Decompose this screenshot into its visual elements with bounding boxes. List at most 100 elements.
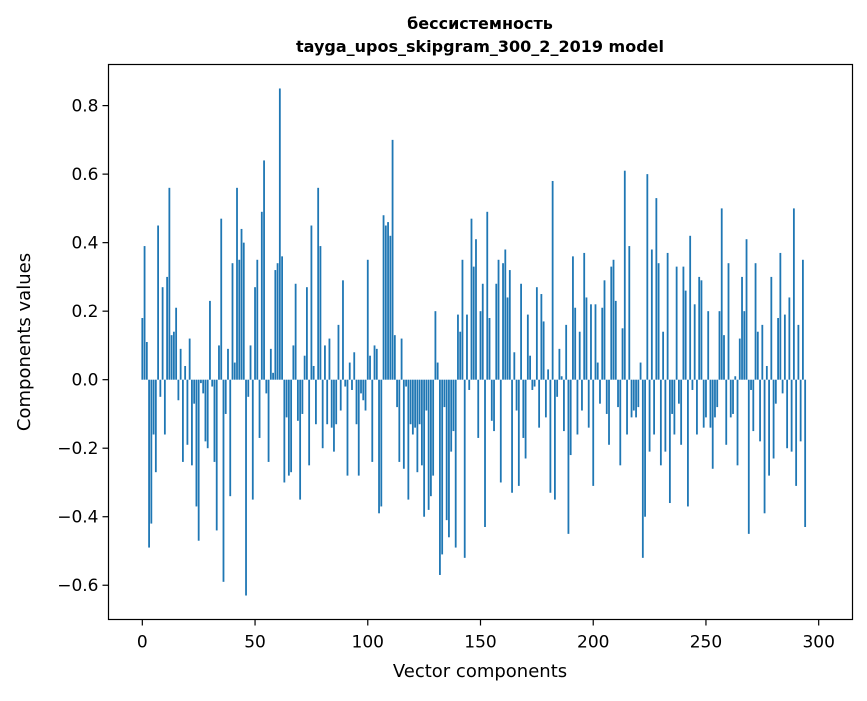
bar-component-145: [468, 379, 471, 390]
bar-component-174: [533, 379, 536, 387]
bar-component-150: [479, 311, 482, 380]
bar-component-135: [445, 379, 448, 521]
bar-component-121: [414, 379, 417, 428]
bar-component-184: [556, 379, 559, 397]
bar-component-245: [693, 304, 696, 380]
bar-component-210: [614, 300, 617, 380]
bar-component-279: [770, 276, 773, 380]
bar-component-61: [278, 88, 281, 380]
bar-component-131: [436, 362, 439, 380]
bar-component-111: [391, 139, 394, 380]
bar-component-7: [157, 225, 159, 380]
bar-component-49: [251, 379, 254, 500]
bar-component-128: [430, 379, 432, 497]
bar-component-201: [594, 304, 597, 380]
bar-component-253: [711, 379, 714, 469]
bar-component-260: [727, 263, 730, 380]
y-tick-label: −0.2: [57, 439, 98, 459]
bar-component-117: [405, 379, 407, 387]
bar-component-198: [587, 379, 590, 428]
bar-component-169: [522, 379, 525, 438]
bar-component-107: [382, 215, 385, 380]
bar-component-38: [227, 348, 229, 380]
y-tick-label: 0.4: [71, 234, 98, 254]
x-tick-label: 300: [802, 633, 834, 653]
bar-component-172: [529, 355, 531, 380]
bar-component-55: [265, 379, 268, 394]
bar-component-134: [443, 379, 446, 408]
bar-component-167: [517, 379, 520, 486]
bar-component-292: [799, 379, 802, 442]
bar-component-291: [797, 324, 800, 380]
bar-component-171: [526, 314, 529, 380]
bar-component-57: [269, 348, 272, 380]
bar-component-112: [393, 335, 396, 380]
bar-component-34: [218, 345, 220, 380]
bar-component-9: [161, 287, 164, 380]
bar-component-276: [763, 379, 766, 514]
x-tick-label: 250: [690, 633, 722, 653]
bar-component-208: [610, 266, 613, 380]
bar-component-94: [353, 352, 356, 380]
bar-component-196: [583, 252, 586, 380]
bars-group: [141, 88, 807, 596]
bar-component-19: [184, 365, 187, 380]
bar-component-222: [641, 379, 644, 558]
x-tick-label: 200: [577, 633, 609, 653]
bar-component-262: [732, 379, 734, 414]
bar-component-173: [531, 379, 534, 390]
bar-component-62: [281, 256, 283, 380]
bar-component-255: [716, 379, 719, 408]
bar-component-96: [357, 379, 360, 476]
bar-component-78: [317, 187, 320, 380]
bar-component-256: [718, 311, 721, 380]
bar-component-12: [168, 187, 171, 380]
bar-component-175: [535, 287, 538, 380]
bar-component-187: [563, 379, 565, 432]
bar-component-168: [520, 283, 522, 380]
bar-component-0: [141, 318, 144, 380]
bar-component-40: [231, 263, 234, 380]
bar-component-115: [400, 338, 403, 380]
bar-component-21: [188, 338, 191, 380]
bar-component-113: [396, 379, 398, 408]
bar-component-236: [673, 379, 676, 435]
bar-component-191: [572, 256, 574, 380]
bar-component-281: [774, 379, 777, 404]
bar-component-141: [459, 331, 462, 380]
y-tick-label: −0.4: [57, 508, 98, 528]
bar-component-10: [163, 379, 166, 435]
bar-component-182: [551, 180, 554, 380]
bar-component-82: [326, 379, 329, 425]
bar-component-294: [804, 379, 807, 527]
bar-component-246: [696, 379, 698, 435]
bar-component-87: [337, 324, 340, 380]
bar-component-224: [646, 174, 649, 380]
bar-component-272: [754, 263, 757, 380]
bar-component-39: [229, 379, 232, 497]
bar-component-109: [387, 222, 389, 380]
bar-component-223: [644, 379, 646, 517]
bar-component-285: [783, 314, 786, 380]
bar-component-259: [725, 379, 728, 445]
bar-component-133: [441, 379, 444, 555]
bar-component-64: [285, 379, 288, 418]
bar-component-203: [599, 379, 601, 404]
bar-component-48: [249, 345, 252, 380]
bar-component-106: [380, 379, 383, 507]
bar-component-89: [342, 280, 344, 380]
bar-component-33: [215, 379, 218, 531]
bar-component-207: [608, 379, 610, 445]
bar-component-47: [247, 379, 250, 397]
bar-component-28: [204, 379, 207, 442]
bar-component-27: [202, 379, 205, 394]
bar-component-278: [768, 379, 770, 476]
bar-component-72: [303, 355, 306, 380]
bar-component-192: [574, 307, 577, 380]
bar-component-218: [632, 379, 635, 411]
bar-component-240: [682, 266, 685, 380]
bar-component-250: [705, 379, 707, 418]
bar-component-92: [348, 362, 351, 380]
bar-component-123: [418, 379, 421, 425]
